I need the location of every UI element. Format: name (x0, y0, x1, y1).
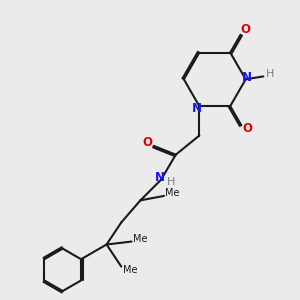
Text: O: O (142, 136, 152, 149)
Text: N: N (192, 102, 202, 115)
Text: N: N (154, 171, 165, 184)
Text: O: O (240, 23, 250, 36)
Text: H: H (266, 69, 274, 79)
Text: H: H (167, 177, 176, 187)
Text: Me: Me (123, 265, 137, 275)
Text: O: O (242, 122, 252, 135)
Text: Me: Me (133, 234, 148, 244)
Text: N: N (242, 71, 252, 84)
Text: Me: Me (166, 188, 180, 198)
